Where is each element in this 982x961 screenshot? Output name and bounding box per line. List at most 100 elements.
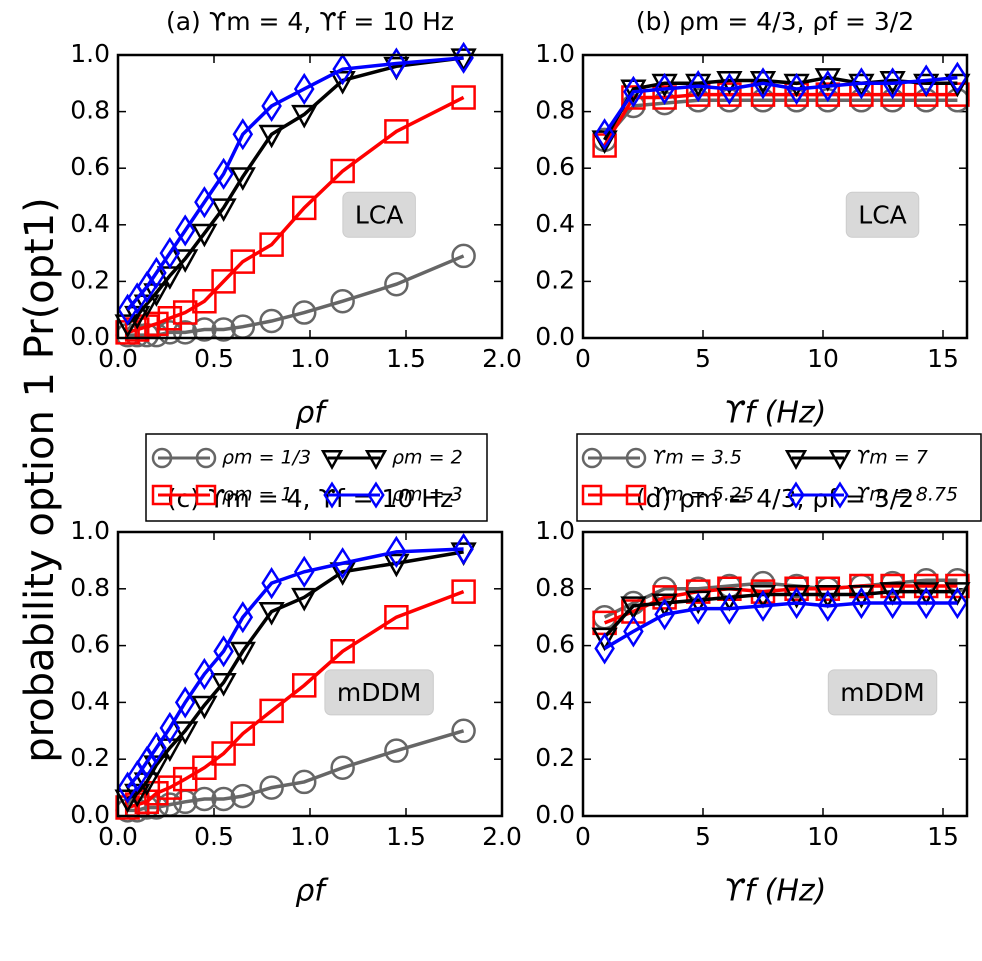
series-line xyxy=(603,98,958,142)
marker xyxy=(229,641,256,666)
marker xyxy=(259,698,284,724)
y-tick-label: 0.8 xyxy=(70,96,110,125)
marker xyxy=(291,300,317,325)
y-tick-label: 0.6 xyxy=(70,152,110,181)
x-tick-label: 5 xyxy=(695,344,711,373)
marker xyxy=(882,586,903,620)
y-tick-label: 0.4 xyxy=(70,686,110,715)
marker xyxy=(386,535,407,568)
x-axis-label: ϒf (Hz) xyxy=(724,874,827,909)
marker xyxy=(451,579,476,604)
marker xyxy=(211,317,236,342)
marker xyxy=(232,601,254,634)
marker xyxy=(453,532,474,566)
legend-label: ρm = 3 xyxy=(392,484,463,506)
marker xyxy=(687,70,709,103)
marker xyxy=(192,755,217,780)
marker xyxy=(258,124,285,149)
marker xyxy=(172,721,199,745)
marker xyxy=(229,167,256,191)
marker xyxy=(913,573,939,599)
marker xyxy=(651,593,678,618)
y-tick-label: 1.0 xyxy=(535,39,575,68)
marker xyxy=(291,673,317,698)
marker xyxy=(386,47,407,80)
legend-box xyxy=(576,433,982,522)
marker xyxy=(329,70,356,95)
marker xyxy=(749,584,777,609)
marker xyxy=(880,573,905,599)
marker xyxy=(623,75,644,108)
marker xyxy=(384,604,409,630)
legend-label: ρm = 1/3 xyxy=(222,447,311,469)
y-tick-label: 0.0 xyxy=(535,322,575,351)
marker xyxy=(172,320,198,345)
marker xyxy=(114,789,141,814)
legend-marker xyxy=(581,484,603,506)
marker xyxy=(172,766,198,792)
y-tick-label: 0.6 xyxy=(70,630,110,659)
marker xyxy=(817,70,839,103)
x-tick-label: 15 xyxy=(927,344,959,373)
x-axis-label: ρf xyxy=(295,396,329,431)
marker xyxy=(451,718,476,744)
marker xyxy=(174,214,196,247)
y-tick-label: 0.2 xyxy=(70,265,110,294)
y-tick-label: 0.4 xyxy=(535,209,575,238)
marker xyxy=(258,602,285,626)
chart-title: (b) ρm = 4/3, ρf = 3/2 xyxy=(636,7,914,36)
series-line xyxy=(603,75,958,136)
marker xyxy=(384,271,409,297)
x-tick-label: 0 xyxy=(575,344,591,373)
marker xyxy=(719,72,740,106)
x-axis-label: ρf xyxy=(295,874,329,909)
marker xyxy=(191,695,218,720)
series xyxy=(594,61,968,151)
x-tick-label: 1.5 xyxy=(386,344,426,373)
marker xyxy=(915,586,937,620)
y-tick-label: 0.0 xyxy=(70,322,110,351)
series-line xyxy=(126,547,464,789)
series-line xyxy=(126,56,464,326)
annotation-box xyxy=(324,669,434,716)
legend-label: ϒm = 3.5 xyxy=(652,447,742,469)
annotation: LCA xyxy=(355,200,404,229)
marker xyxy=(192,317,217,342)
marker xyxy=(451,85,476,110)
marker xyxy=(652,585,677,610)
legend-label: ρm = 2 xyxy=(392,447,463,469)
marker xyxy=(851,586,872,620)
series xyxy=(592,568,970,630)
marker xyxy=(330,158,355,184)
marker xyxy=(752,589,774,622)
series-line xyxy=(603,584,958,625)
marker xyxy=(211,786,236,812)
marker xyxy=(159,711,181,745)
annotation-box xyxy=(845,191,920,238)
x-tick-label: 5 xyxy=(695,822,711,851)
series xyxy=(115,579,476,820)
marker xyxy=(685,579,711,604)
legend-marker xyxy=(831,481,849,509)
y-tick-label: 1.0 xyxy=(70,516,110,545)
chart-title: (a) ϒm = 4, ϒf = 10 Hz xyxy=(166,7,454,36)
legend-marker xyxy=(323,481,341,509)
marker xyxy=(293,555,315,588)
series-line xyxy=(603,92,958,147)
marker xyxy=(114,314,141,338)
marker xyxy=(291,195,317,221)
marker xyxy=(814,584,841,609)
marker xyxy=(594,118,615,151)
annotation-box xyxy=(342,191,416,238)
x-tick-label: 1.0 xyxy=(290,822,330,851)
y-tick-label: 1.0 xyxy=(70,39,110,68)
marker xyxy=(594,632,615,665)
y-tick-label: 0.4 xyxy=(535,686,575,715)
marker xyxy=(213,635,234,668)
marker xyxy=(210,198,237,222)
marker xyxy=(259,775,284,800)
marker xyxy=(752,67,774,100)
marker xyxy=(384,119,409,144)
series xyxy=(115,85,476,345)
